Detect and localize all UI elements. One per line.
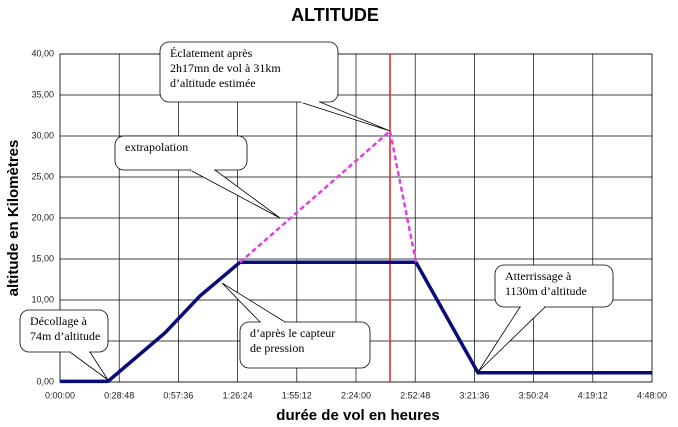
callout-box bbox=[239, 321, 371, 369]
x-tick-label: 4:19:12 bbox=[578, 390, 608, 400]
y-tick-label: 25,00 bbox=[31, 171, 54, 181]
y-axis-label: altitude en Kilomètres bbox=[5, 140, 22, 297]
x-tick-label: 0:00:00 bbox=[45, 390, 75, 400]
callout-text: Décollage à bbox=[30, 314, 88, 328]
x-tick-label: 0:28:48 bbox=[104, 390, 134, 400]
x-tick-label: 3:21:36 bbox=[459, 390, 489, 400]
x-tick-label: 1:26:24 bbox=[223, 390, 253, 400]
callout-box bbox=[19, 309, 109, 353]
callout-box bbox=[159, 41, 339, 103]
y-tick-label: 20,00 bbox=[31, 212, 54, 222]
chart-title: ALTITUDE bbox=[291, 5, 379, 25]
y-tick-label: 40,00 bbox=[31, 48, 54, 58]
x-tick-label: 2:24:00 bbox=[341, 390, 371, 400]
x-tick-label: 1:55:12 bbox=[282, 390, 312, 400]
callout-text: Atterrissage à bbox=[505, 269, 572, 283]
callout-box bbox=[114, 135, 248, 171]
y-tick-label: 0,00 bbox=[36, 376, 54, 386]
callout-text: Éclatement après bbox=[170, 46, 253, 60]
y-tick-label: 15,00 bbox=[31, 253, 54, 263]
series-line bbox=[60, 260, 652, 384]
callout-text: 1130m d’altitude bbox=[505, 284, 587, 298]
y-tick-label: 30,00 bbox=[31, 130, 54, 140]
callout-text: d’altitude estimée bbox=[170, 76, 256, 90]
callout-text: de pression bbox=[250, 341, 304, 355]
y-tick-label: 10,00 bbox=[31, 294, 54, 304]
x-tick-label: 3:50:24 bbox=[519, 390, 549, 400]
callout-text: d’après le capteur bbox=[250, 326, 335, 340]
x-tick-label: 2:52:48 bbox=[400, 390, 430, 400]
callout-text: 74m d’altitude bbox=[30, 329, 100, 343]
callout-box bbox=[494, 264, 614, 308]
y-tick-label: 35,00 bbox=[31, 89, 54, 99]
series-line bbox=[239, 128, 418, 264]
x-axis-label: durée de vol en heures bbox=[276, 407, 439, 424]
callout-text: 2h17mn de vol à 31km bbox=[170, 61, 281, 75]
x-tick-label: 0:57:36 bbox=[163, 390, 193, 400]
callout-text: extrapolation bbox=[125, 140, 188, 154]
x-tick-label: 4:48:00 bbox=[637, 390, 667, 400]
